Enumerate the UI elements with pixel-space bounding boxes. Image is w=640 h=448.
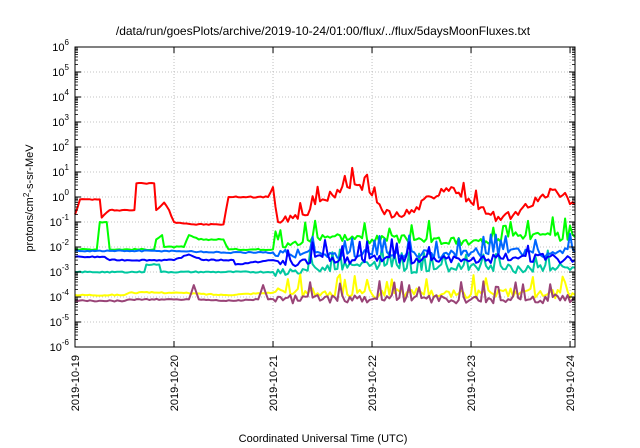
series-line <box>74 280 576 305</box>
x-tick-label: 2019-10-23 <box>466 355 478 411</box>
x-tick-label: 2019-10-20 <box>169 355 181 411</box>
y-tick-label: 104 <box>52 88 69 104</box>
x-axis-label: Coordinated Universal Time (UTC) <box>239 433 408 445</box>
chart-title: /data/run/goesPlots/archive/2019-10-24/0… <box>116 24 531 38</box>
x-tick-label: 2019-10-19 <box>70 355 82 411</box>
y-tick-label: 10-5 <box>50 313 70 329</box>
grid <box>75 47 575 347</box>
x-tick-label: 2019-10-24 <box>565 355 577 411</box>
y-tick-label: 10-3 <box>50 263 70 279</box>
y-axis-label: protons/cm2-s-sr-MeV <box>22 144 36 252</box>
y-tick-label: 105 <box>52 63 69 79</box>
series-line <box>74 238 576 268</box>
series-line <box>74 273 576 300</box>
y-axis-label-rest: -s-sr-MeV <box>24 144 36 193</box>
series-line <box>74 166 576 226</box>
y-tick-label: 10-6 <box>50 338 70 354</box>
series-line <box>75 245 576 277</box>
x-tick-label: 2019-10-21 <box>268 355 280 411</box>
y-tick-label: 10-4 <box>50 288 70 304</box>
series-layer <box>74 166 576 305</box>
x-tick-label: 2019-10-22 <box>367 355 379 411</box>
y-tick-label: 100 <box>52 188 69 204</box>
y-tick-label: 101 <box>52 163 69 179</box>
y-tick-label: 103 <box>52 113 69 129</box>
x-axis: 2019-10-19 2019-10-20 2019-10-21 2019-10-22… <box>70 47 577 411</box>
y-axis-label-base: protons/cm <box>24 197 36 251</box>
series-line <box>74 232 576 259</box>
y-tick-label: 106 <box>52 38 69 54</box>
y-tick-label: 10-1 <box>50 213 70 229</box>
y-axis-label-sup: 2 <box>22 192 31 197</box>
y-axis: 10-6 10-5 10-4 10-3 10-2 10-1 100 101 102 103 104 1… <box>50 38 575 354</box>
y-tick-label: 102 <box>52 138 69 154</box>
y-tick-label: 10-2 <box>50 238 70 254</box>
